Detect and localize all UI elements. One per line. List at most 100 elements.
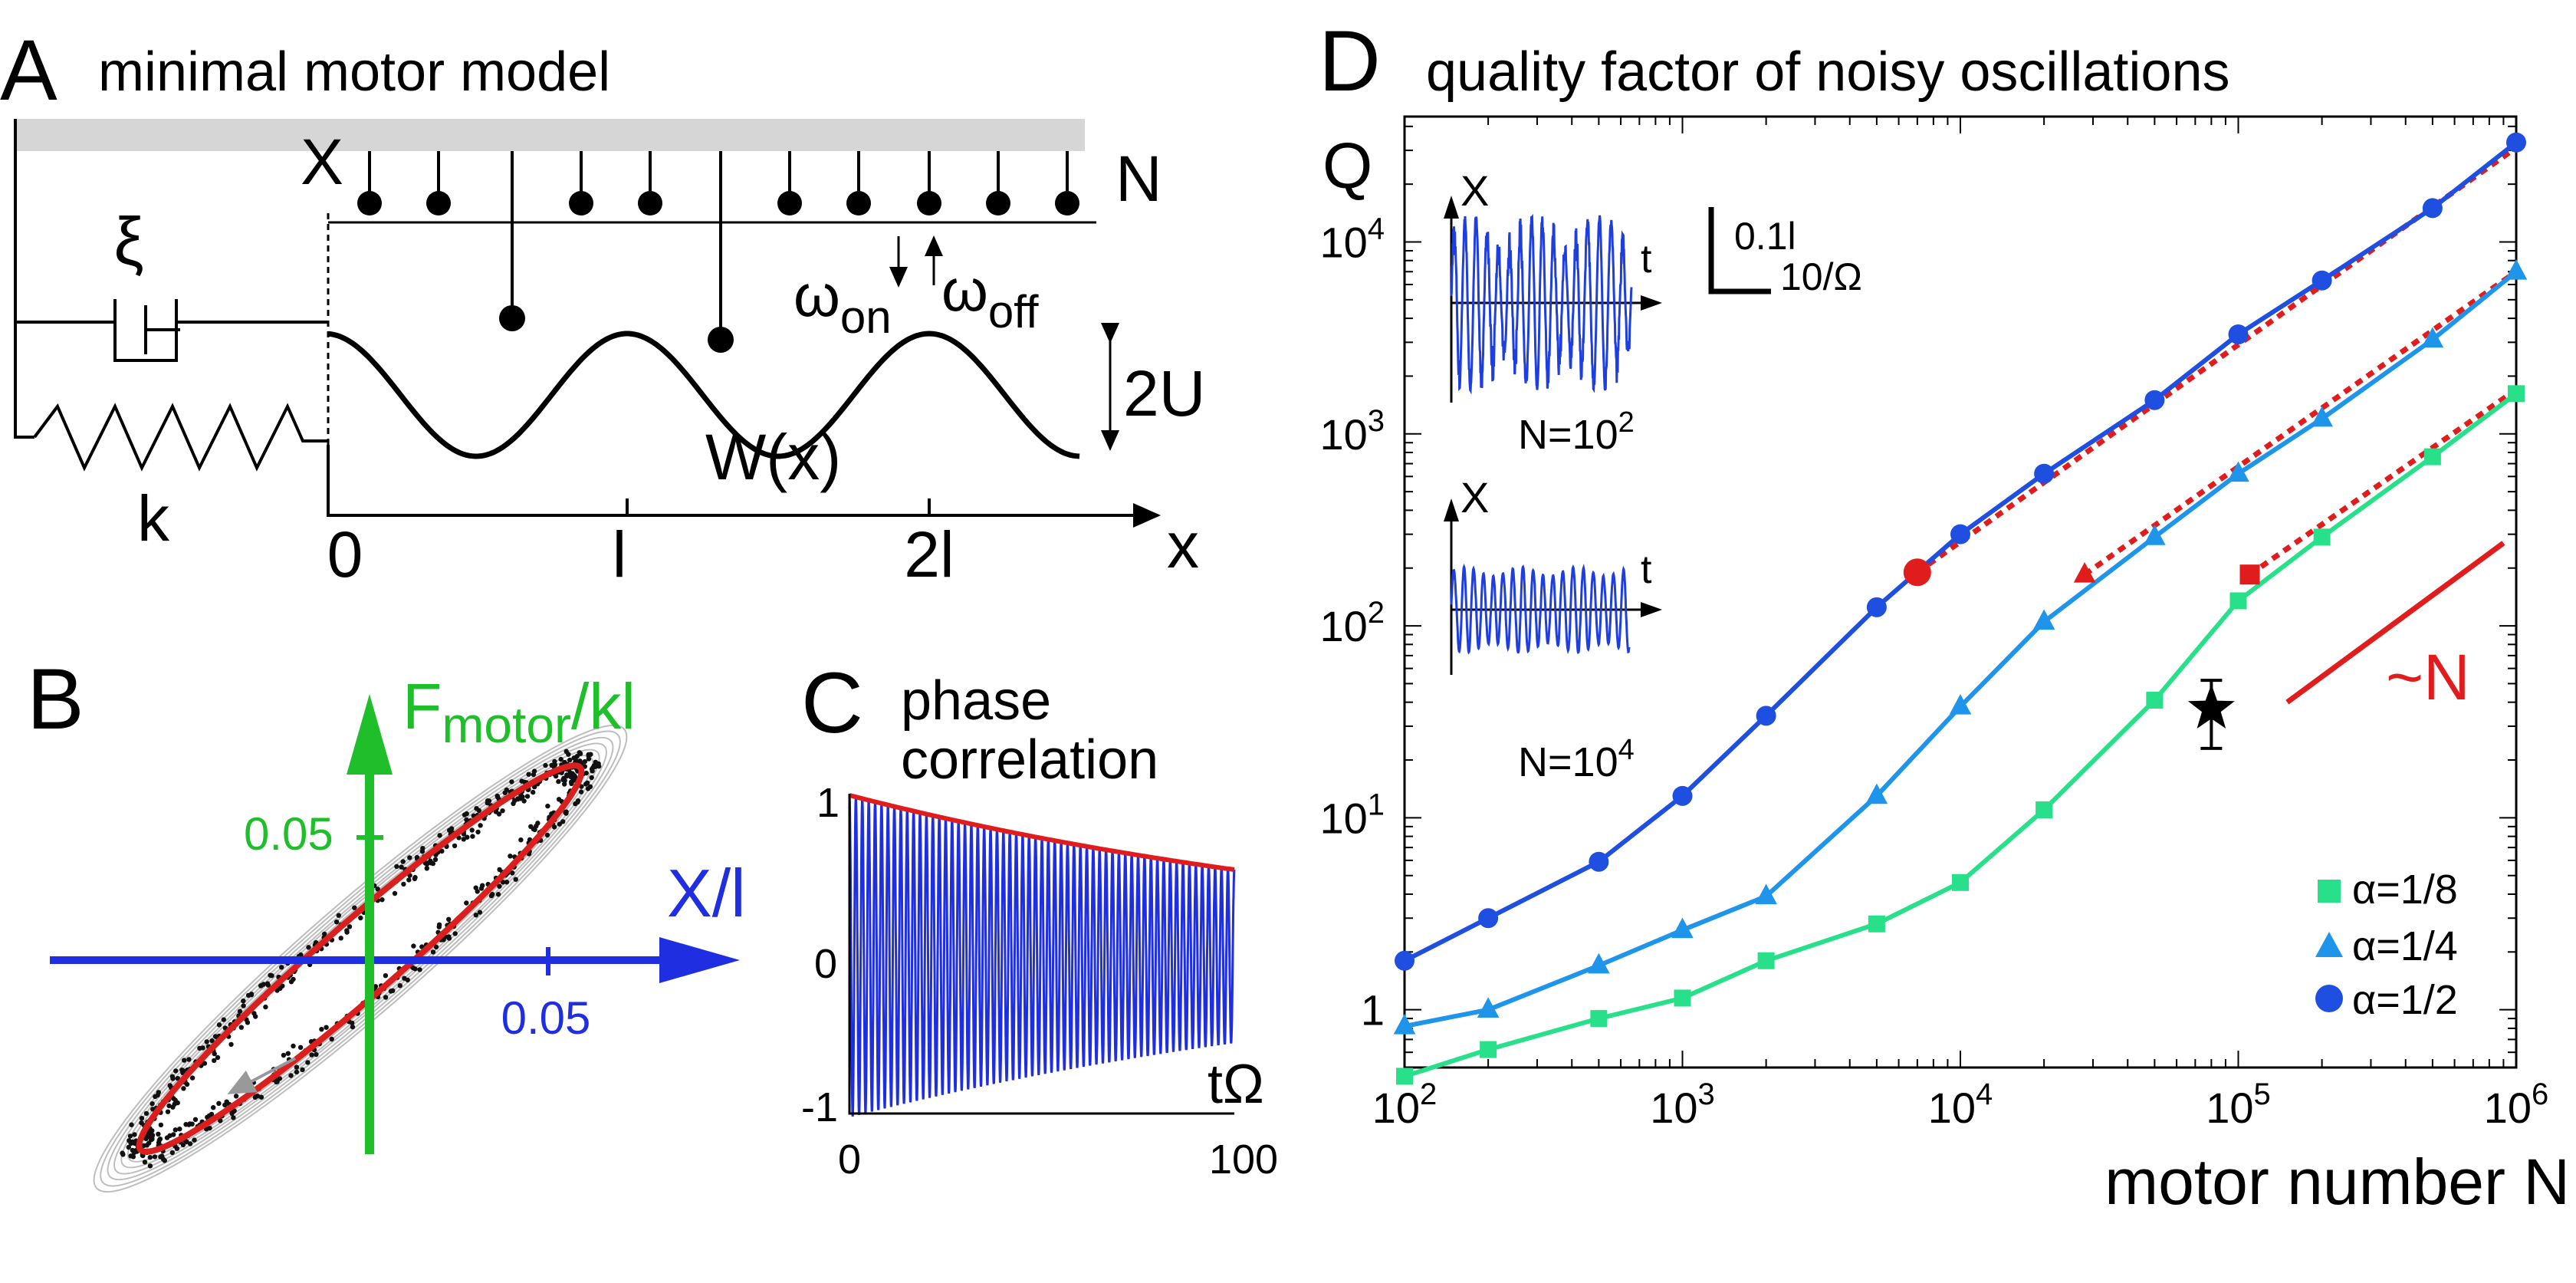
spring bbox=[33, 403, 328, 472]
scatter-point bbox=[544, 832, 550, 838]
inset1-t-label: t bbox=[1641, 237, 1652, 281]
scatter-point bbox=[300, 1067, 305, 1073]
scatter-point bbox=[552, 758, 557, 765]
scatter-point bbox=[166, 1103, 172, 1109]
scatter-point bbox=[478, 886, 485, 891]
motor-head bbox=[777, 191, 802, 215]
scatter-point bbox=[502, 790, 508, 795]
scatter-point bbox=[183, 1122, 189, 1127]
c-y-tick-minus1: -1 bbox=[801, 1084, 838, 1130]
scatter-point bbox=[338, 936, 343, 941]
sample-trajectory bbox=[100, 730, 621, 1187]
scatter-point bbox=[258, 1094, 264, 1100]
scatter-point bbox=[490, 891, 495, 897]
scatter-point bbox=[288, 1073, 294, 1078]
scatter-point bbox=[171, 1132, 176, 1137]
scatter-point bbox=[152, 1154, 158, 1160]
scale-bar-top-label: 0.1l bbox=[1734, 215, 1796, 258]
scatter-point bbox=[424, 866, 429, 871]
data-point bbox=[1755, 883, 1777, 905]
scatter-point bbox=[578, 789, 584, 794]
scatter-point bbox=[388, 989, 394, 994]
data-point bbox=[2423, 448, 2441, 465]
inset2-x-label: X bbox=[1460, 473, 1489, 521]
scatter-point bbox=[150, 1101, 155, 1107]
data-point bbox=[2508, 385, 2525, 403]
scatter-point bbox=[545, 803, 550, 809]
scatter-point bbox=[469, 827, 475, 833]
scatter-point bbox=[237, 1008, 243, 1015]
scatter-point bbox=[241, 1087, 247, 1093]
scatter-point bbox=[567, 757, 573, 763]
scatter-point bbox=[520, 794, 525, 800]
data-point bbox=[2506, 132, 2526, 153]
scatter-point bbox=[574, 754, 580, 759]
data-point bbox=[1949, 694, 1972, 715]
asymptote-line bbox=[2248, 387, 2518, 577]
scatter-point bbox=[324, 1025, 329, 1030]
scatter-point bbox=[433, 944, 439, 950]
scatter-point bbox=[518, 837, 524, 843]
scatter-point bbox=[158, 1122, 164, 1128]
data-point bbox=[2144, 390, 2165, 410]
d-minor-ticks bbox=[1404, 117, 2516, 1068]
inset1-x-label: X bbox=[1460, 166, 1489, 215]
scatter-point bbox=[452, 843, 458, 849]
scatter-point bbox=[375, 887, 380, 892]
scatter-point bbox=[461, 837, 466, 842]
data-point bbox=[1588, 952, 1610, 974]
scatter-point bbox=[485, 800, 490, 806]
direction-arrow bbox=[227, 1057, 296, 1094]
sample-trajectory bbox=[93, 724, 628, 1193]
scatter-point bbox=[268, 972, 273, 978]
scatter-point bbox=[407, 873, 412, 878]
series-line bbox=[1403, 140, 2518, 963]
scatter-point bbox=[532, 827, 537, 833]
data-point bbox=[1480, 1041, 1497, 1058]
data-point bbox=[1393, 1013, 1416, 1035]
tick-l: l bbox=[613, 518, 627, 591]
legend-alpha-1-8: α=1/8 bbox=[2352, 867, 2458, 913]
scatter-point bbox=[202, 1061, 208, 1066]
scatter-point bbox=[584, 780, 590, 785]
scatter-point bbox=[593, 764, 598, 769]
scatter-point bbox=[336, 913, 341, 918]
scatter-point bbox=[414, 854, 420, 860]
inset1-n-label: N=102 bbox=[1518, 406, 1635, 458]
scatter-point bbox=[232, 1108, 237, 1114]
panel-c-letter: C bbox=[801, 655, 863, 751]
d-x-tick: 103 bbox=[1650, 1077, 1715, 1132]
legend-square-marker bbox=[2318, 880, 2341, 903]
scatter-point bbox=[120, 1152, 126, 1157]
scatter-point bbox=[245, 992, 251, 998]
scatter-point bbox=[212, 1051, 217, 1057]
motor-head bbox=[986, 191, 1010, 215]
data-point bbox=[1590, 1010, 1608, 1028]
data-point bbox=[2312, 270, 2332, 291]
legend-alpha-1-4: α=1/4 bbox=[2352, 923, 2458, 969]
scatter-point bbox=[344, 928, 350, 933]
data-point bbox=[1477, 997, 1500, 1018]
scatter-point bbox=[177, 1127, 182, 1132]
data-point bbox=[2227, 461, 2249, 482]
d-x-tick-labels: 102 103 104 105 106 bbox=[1372, 1077, 2549, 1132]
scatter-point bbox=[568, 774, 573, 780]
scatter-point bbox=[216, 1100, 222, 1107]
d-x-tick: 105 bbox=[2206, 1077, 2271, 1132]
scatter-point bbox=[399, 864, 404, 870]
scatter-point bbox=[156, 1137, 162, 1143]
panel-d-letter: D bbox=[1319, 13, 1381, 109]
scatter-point bbox=[150, 1134, 155, 1140]
panel-c: C phase correlation 1 0 -1 0 100 tΩ bbox=[801, 655, 1278, 1183]
scatter-point bbox=[277, 1076, 283, 1081]
data-point bbox=[1672, 785, 1693, 806]
b-x-label: X/l bbox=[667, 855, 746, 931]
data-point bbox=[2144, 525, 2166, 545]
data-point bbox=[1478, 908, 1499, 929]
scatter-point bbox=[589, 775, 594, 781]
scatter-point bbox=[294, 1064, 300, 1070]
d-y-tick: 1 bbox=[1361, 986, 1385, 1035]
data-point bbox=[1671, 917, 1694, 939]
inset1-trace bbox=[1450, 213, 1633, 395]
